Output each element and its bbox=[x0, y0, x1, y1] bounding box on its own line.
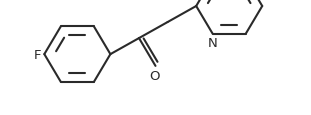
Text: N: N bbox=[208, 37, 218, 50]
Text: F: F bbox=[33, 48, 41, 61]
Text: O: O bbox=[149, 70, 159, 83]
